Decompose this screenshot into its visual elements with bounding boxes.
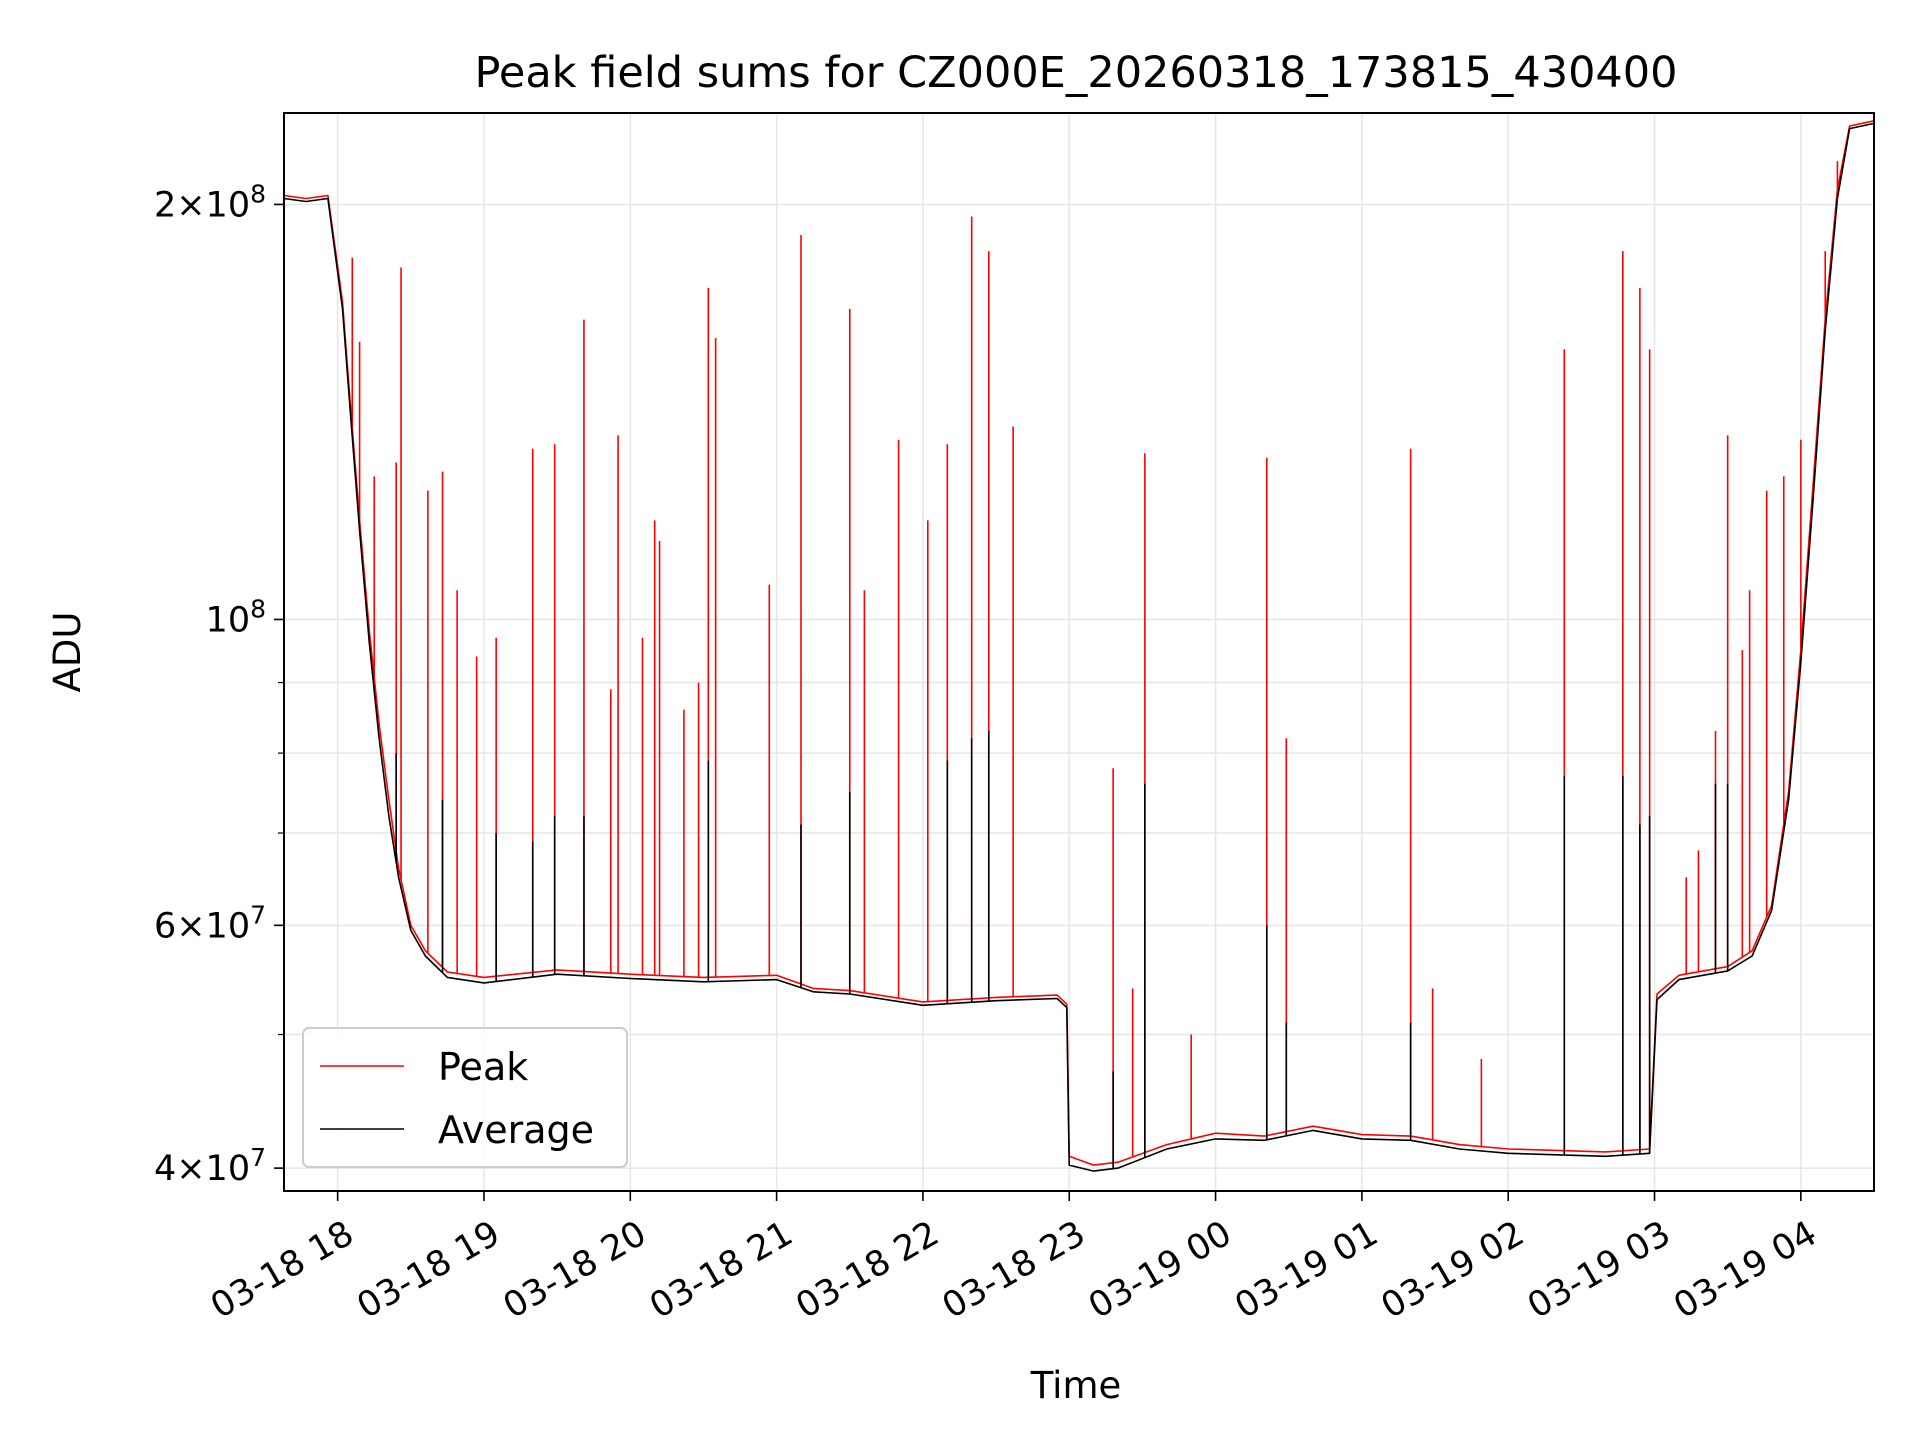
chart-title: Peak field sums for CZ000E_20260318_1738… [474,48,1677,98]
series-average [283,122,1875,1172]
y-tick-label: 2×108 [154,179,266,225]
y-tick-label: 4×107 [154,1143,266,1189]
series-peak [283,120,1875,1166]
y-axis: 4×107 6×107 108 2×108 [154,179,284,1189]
series-layer [283,120,1875,1172]
x-axis-label: Time [1030,1364,1122,1407]
legend: Peak Average [302,1027,628,1168]
legend-label-peak: Peak [438,1045,528,1089]
series-line-peak [283,120,1875,1166]
legend-label-average: Average [438,1108,594,1152]
y-tick-label: 6×107 [154,900,266,946]
legend-box [302,1027,628,1168]
y-tick-label: 108 [206,594,266,640]
plot-frame [283,112,1875,1192]
y-axis-label: ADU [46,612,89,693]
series-line-average [283,122,1875,1172]
